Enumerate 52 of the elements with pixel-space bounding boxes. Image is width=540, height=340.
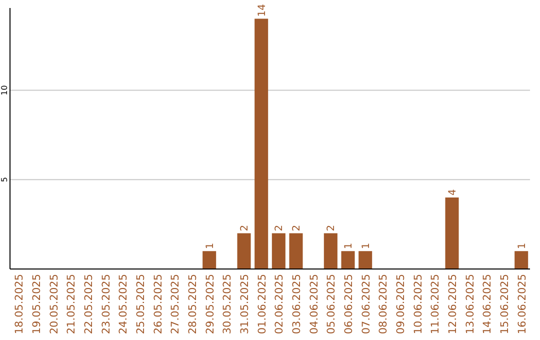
data-label: 14 [256, 4, 268, 17]
x-tick-label: 03.06.2025 [291, 274, 303, 334]
x-tick-label: 20.05.2025 [48, 274, 60, 334]
x-tick-label: 14.06.2025 [482, 274, 494, 334]
x-tick-label: 04.06.2025 [308, 274, 320, 334]
data-label: 2 [326, 224, 338, 232]
y-tick-label: 5 [0, 177, 9, 182]
data-label: 1 [360, 242, 372, 250]
x-tick-label: 25.05.2025 [135, 274, 147, 334]
data-label: 1 [344, 242, 354, 250]
x-tick-label: 01.06.2025 [256, 274, 268, 334]
x-tick-label: 19.05.2025 [31, 274, 43, 334]
x-tick-label: 02.06.2025 [274, 274, 286, 334]
x-tick-label: 30.05.2025 [222, 274, 234, 334]
x-tick-label: 15.06.2025 [499, 274, 511, 334]
data-label: 2 [292, 224, 302, 232]
bar [445, 197, 459, 269]
data-label: 1 [516, 242, 528, 250]
x-tick-label: 11.06.2025 [430, 274, 442, 334]
x-tick-label: 09.06.2025 [395, 274, 407, 334]
bar [272, 233, 286, 269]
data-label: 1 [204, 242, 216, 250]
x-tick-label: 28.05.2025 [187, 274, 199, 334]
bar [358, 251, 372, 269]
x-tick-label: 23.05.2025 [100, 274, 112, 334]
x-tick-label: 10.06.2025 [412, 274, 424, 334]
x-tick-label: 07.06.2025 [360, 274, 372, 334]
bar [202, 251, 216, 269]
x-tick-label: 06.06.2025 [343, 274, 355, 334]
bar [237, 233, 251, 269]
x-tick-label: 16.06.2025 [516, 274, 528, 334]
y-tick-label: 10 [0, 85, 9, 96]
data-label: 4 [448, 189, 458, 196]
x-tick-label: 26.05.2025 [152, 274, 164, 334]
x-tick-label: 13.06.2025 [464, 274, 476, 334]
x-tick-label: 08.06.2025 [378, 274, 390, 334]
bar [289, 233, 303, 269]
x-tick-label: 24.05.2025 [118, 274, 130, 334]
x-tick-label: 05.06.2025 [326, 274, 338, 334]
data-label: 2 [240, 224, 250, 232]
bar [514, 251, 528, 269]
bar [324, 233, 338, 269]
x-tick-label: 21.05.2025 [66, 274, 78, 334]
x-tick-label: 18.05.2025 [14, 274, 26, 334]
x-tick-label: 29.05.2025 [204, 274, 216, 334]
bar [341, 251, 355, 269]
x-tick-label: 31.05.2025 [239, 274, 251, 334]
x-tick-label: 12.06.2025 [447, 274, 459, 334]
data-label: 2 [274, 224, 286, 232]
x-tick-label: 22.05.2025 [83, 274, 95, 334]
bar [254, 18, 268, 269]
x-tick-label: 27.05.2025 [170, 274, 182, 334]
